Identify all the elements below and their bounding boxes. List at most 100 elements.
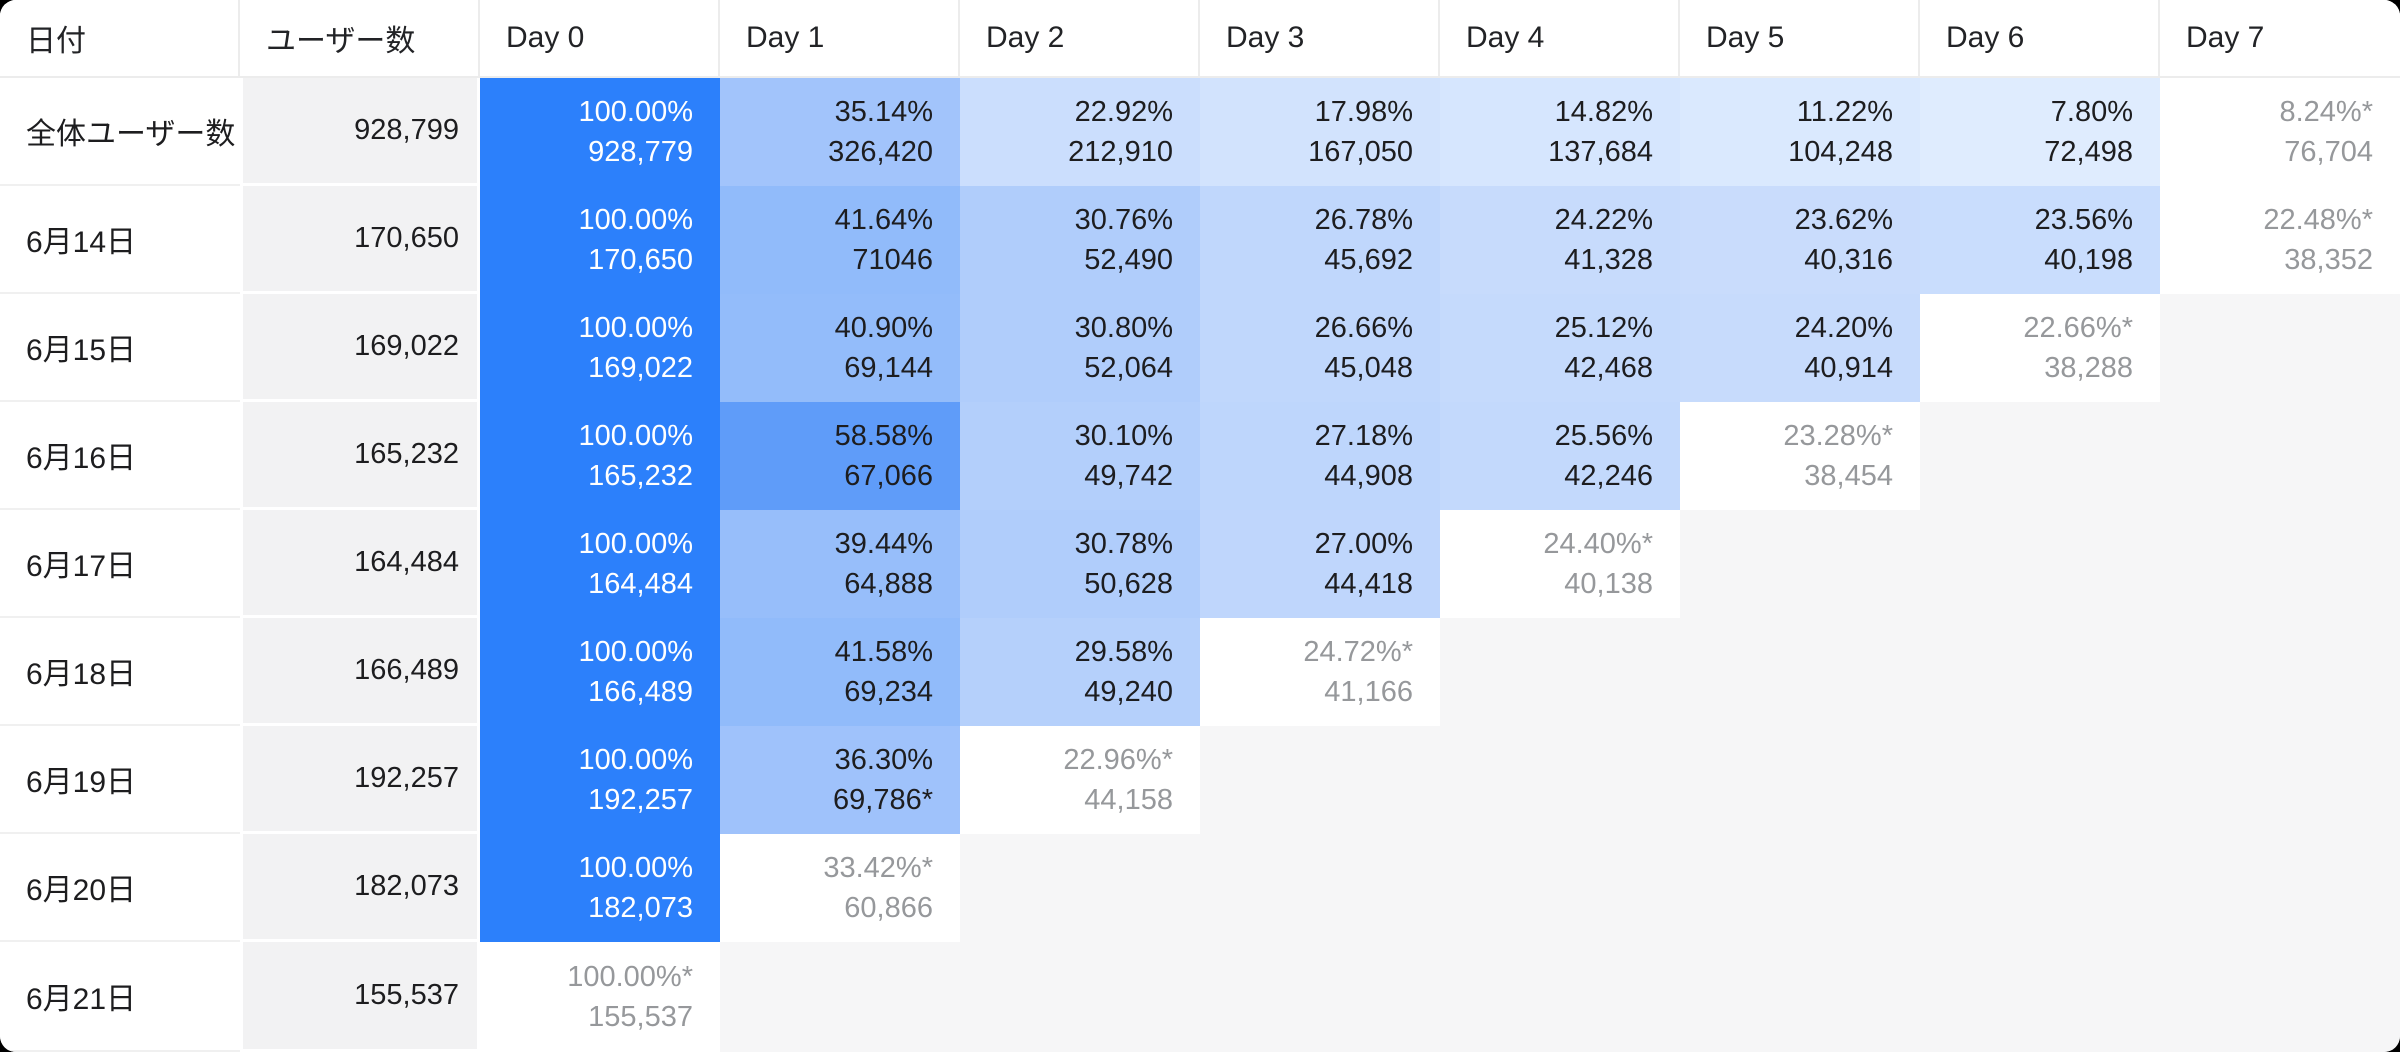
retention-cell-day7[interactable]: 8.24%* 76,704 [2160,78,2400,186]
retention-cell-day4[interactable]: 24.22% 41,328 [1440,186,1680,294]
retention-cell-day2[interactable]: 30.80% 52,064 [960,294,1200,402]
retention-count: 40,316 [1804,244,1893,276]
retention-cell-day2[interactable]: 29.58% 49,240 [960,618,1200,726]
empty-cell-day5 [1680,618,1920,726]
empty-cell-day6 [1920,618,2160,726]
retention-cell-day3[interactable]: 27.00% 44,418 [1200,510,1440,618]
retention-percent: 27.18% [1314,420,1413,452]
retention-cell-day3[interactable]: 17.98% 167,050 [1200,78,1440,186]
retention-percent: 40.90% [834,312,933,344]
retention-cell-day0[interactable]: 100.00% 170,650 [480,186,720,294]
cohort-size-value: 928,799 [240,78,480,186]
retention-count: 49,240 [1084,676,1173,708]
retention-percent: 23.62% [1794,204,1893,236]
retention-percent: 30.78% [1074,528,1173,560]
retention-percent: 30.76% [1074,204,1173,236]
retention-cell-day1[interactable]: 58.58% 67,066 [720,402,960,510]
retention-count: 104,248 [1788,136,1893,168]
cohort-date-label: 6月17日 [0,510,240,618]
retention-percent: 26.66% [1314,312,1413,344]
retention-cell-day1[interactable]: 39.44% 64,888 [720,510,960,618]
empty-cell-day7 [2160,834,2400,942]
retention-cell-day3[interactable]: 26.78% 45,692 [1200,186,1440,294]
retention-count: 52,064 [1084,352,1173,384]
retention-cell-day2[interactable]: 30.78% 50,628 [960,510,1200,618]
retention-cell-day0[interactable]: 100.00% 164,484 [480,510,720,618]
retention-cell-day5[interactable]: 23.28%* 38,454 [1680,402,1920,510]
retention-count: 182,073 [588,892,693,924]
retention-cell-day4[interactable]: 25.12% 42,468 [1440,294,1680,402]
retention-percent: 22.92% [1074,96,1173,128]
retention-cell-day5[interactable]: 11.22% 104,248 [1680,78,1920,186]
empty-cell-day7 [2160,402,2400,510]
cohort-row: 6月16日 165,232 100.00% 165,232 58.58% 67,066 30… [0,402,2400,510]
retention-cell-day1[interactable]: 33.42%* 60,866 [720,834,960,942]
empty-cell-day3 [1200,834,1440,942]
retention-count: 52,490 [1084,244,1173,276]
retention-count: 40,198 [2044,244,2133,276]
empty-cell-day7 [2160,294,2400,402]
retention-cell-day1[interactable]: 41.58% 69,234 [720,618,960,726]
table-header-row: 日付 ユーザー数 Day 0 Day 1 Day 2 Day 3 Day 4 Day 5 Day… [0,0,2400,78]
retention-percent: 30.10% [1074,420,1173,452]
retention-cell-day1[interactable]: 40.90% 69,144 [720,294,960,402]
retention-percent: 22.66%* [2023,312,2133,344]
retention-cell-day2[interactable]: 22.96%* 44,158 [960,726,1200,834]
retention-cell-day2[interactable]: 30.76% 52,490 [960,186,1200,294]
retention-cell-day0[interactable]: 100.00% 182,073 [480,834,720,942]
retention-percent: 100.00% [578,852,694,884]
retention-percent: 7.80% [2050,96,2133,128]
retention-cell-day2[interactable]: 30.10% 49,742 [960,402,1200,510]
retention-cell-day0[interactable]: 100.00% 169,022 [480,294,720,402]
retention-percent: 100.00% [578,636,694,668]
retention-cell-day0[interactable]: 100.00% 166,489 [480,618,720,726]
empty-cell-day6 [1920,402,2160,510]
retention-cell-day1[interactable]: 36.30% 69,786* [720,726,960,834]
empty-cell-day1 [720,942,960,1052]
retention-count: 45,048 [1324,352,1413,384]
retention-cell-day5[interactable]: 24.20% 40,914 [1680,294,1920,402]
empty-cell-day2 [960,942,1200,1052]
retention-percent: 25.56% [1554,420,1653,452]
retention-count: 38,352 [2284,244,2373,276]
retention-cell-day3[interactable]: 26.66% 45,048 [1200,294,1440,402]
retention-percent: 17.98% [1314,96,1413,128]
retention-cell-day6[interactable]: 23.56% 40,198 [1920,186,2160,294]
retention-cell-day3[interactable]: 27.18% 44,908 [1200,402,1440,510]
retention-percent: 25.12% [1554,312,1653,344]
retention-cell-day4[interactable]: 25.56% 42,246 [1440,402,1680,510]
cohort-date-label: 6月19日 [0,726,240,834]
retention-count: 167,050 [1308,136,1413,168]
retention-cell-day2[interactable]: 22.92% 212,910 [960,78,1200,186]
retention-percent: 24.22% [1554,204,1653,236]
retention-cell-day4[interactable]: 14.82% 137,684 [1440,78,1680,186]
retention-cell-day1[interactable]: 41.64% 71046 [720,186,960,294]
column-header-day4: Day 4 [1440,0,1680,76]
retention-cell-day4[interactable]: 24.40%* 40,138 [1440,510,1680,618]
retention-count: 41,166 [1324,676,1413,708]
retention-cell-day1[interactable]: 35.14% 326,420 [720,78,960,186]
retention-cell-day0[interactable]: 100.00% 192,257 [480,726,720,834]
retention-count: 212,910 [1068,136,1173,168]
retention-cell-day0[interactable]: 100.00%* 155,537 [480,942,720,1052]
empty-cell-day5 [1680,510,1920,618]
retention-percent: 27.00% [1314,528,1413,560]
empty-cell-day6 [1920,834,2160,942]
retention-cell-day0[interactable]: 100.00% 165,232 [480,402,720,510]
empty-cell-day3 [1200,942,1440,1052]
retention-count: 69,786* [833,784,933,816]
retention-cell-day6[interactable]: 22.66%* 38,288 [1920,294,2160,402]
retention-count: 42,246 [1564,460,1653,492]
cohort-date-label: 6月15日 [0,294,240,402]
retention-cell-day6[interactable]: 7.80% 72,498 [1920,78,2160,186]
retention-cell-day7[interactable]: 22.48%* 38,352 [2160,186,2400,294]
retention-percent: 24.20% [1794,312,1893,344]
retention-cell-day5[interactable]: 23.62% 40,316 [1680,186,1920,294]
retention-percent: 36.30% [834,744,933,776]
empty-cell-day3 [1200,726,1440,834]
retention-count: 170,650 [588,244,693,276]
retention-cell-day0[interactable]: 100.00% 928,779 [480,78,720,186]
retention-cell-day3[interactable]: 24.72%* 41,166 [1200,618,1440,726]
column-header-day2: Day 2 [960,0,1200,76]
